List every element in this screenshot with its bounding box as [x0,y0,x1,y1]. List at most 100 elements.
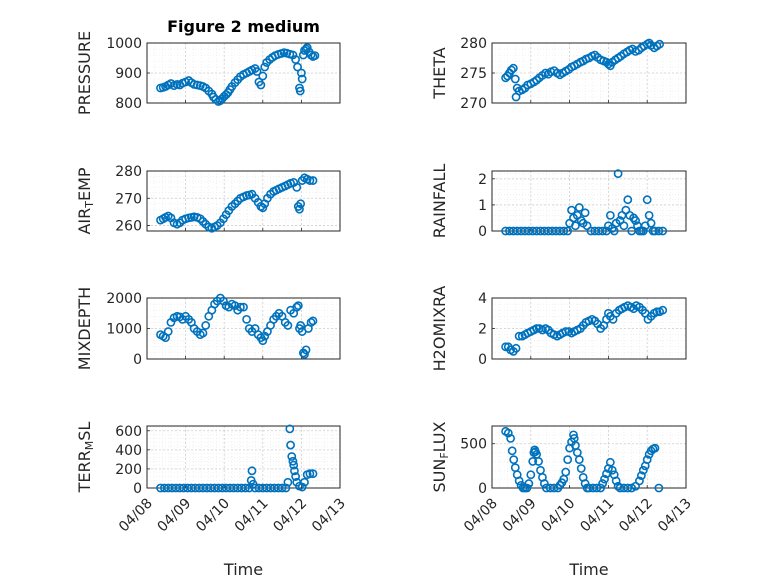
y-axis-label-part: SL [75,422,94,441]
data-point [644,38,654,48]
data-point [236,302,245,312]
data-point [297,482,307,492]
data-point [571,221,580,231]
axes-border [146,170,341,232]
data-point [605,210,615,220]
y-axis-label-part: TERR [75,450,94,493]
y-tick-label: 0 [478,352,487,368]
subplot-4: 0 1 2 RAINFALL [430,164,687,240]
y-tick-label: 2000 [106,291,142,307]
data-point [258,71,268,81]
data-point [642,195,652,205]
subplot-5: 0 1000 2000 MIXDEPTH [75,287,341,370]
x-tick-label: 04/10 [539,496,579,536]
data-point [652,307,662,317]
y-tick-label: 1 [478,198,487,214]
data-point [574,203,584,212]
data-point [510,74,520,84]
data-point [208,92,218,102]
y-tick-label: 270 [115,191,142,207]
data-point [242,314,251,324]
data-point [506,65,516,75]
y-axis-label-part: MIXDEPTH [75,287,94,370]
x-tick-label: 04/08 [461,496,501,536]
data-point [580,208,590,218]
data-point [290,466,299,476]
y-tick-label: 0 [478,481,487,497]
y-axis-label: PRESSURE [75,31,94,115]
data-point [289,460,299,470]
data-point [605,457,615,467]
y-axis-label: RAINFALL [430,164,449,239]
x-tick-label: 04/09 [155,496,195,536]
data-point [241,483,250,493]
y-tick-label: 2 [478,172,487,188]
y-tick-label: 800 [115,96,142,112]
x-axis-label: Time [568,560,608,579]
data-point [658,305,668,315]
data-point [511,343,521,353]
subplot-7: 0200400600TERRMSL04/0804/0904/1004/1104/… [75,422,349,579]
axes-frame [491,425,687,489]
y-axis-label-subscript: T [83,201,96,209]
y-tick-label: 600 [115,424,142,440]
data-point [292,182,302,192]
x-tick-label: 04/08 [116,496,156,536]
x-tick-label: 04/09 [500,496,540,536]
y-tick-label: 900 [115,66,142,82]
data-point [598,226,607,236]
data-point [283,477,293,487]
data-point [258,336,268,346]
data-point [613,481,623,491]
data-point [287,452,297,461]
data-point [514,476,524,486]
data-point [561,467,571,477]
data-point [252,67,262,76]
data-point [539,479,549,488]
data-point [281,483,291,493]
y-axis-label-subscript: F [438,452,451,458]
data-point [561,327,571,336]
data-point [306,317,316,327]
data-point [567,205,576,215]
data-point [569,430,578,440]
data-point [623,195,633,205]
y-axis-label-part: THETA [430,47,449,99]
y-tick-label: 1000 [106,36,142,52]
subplot-2: 270 275 280 THETA [430,36,687,112]
data-point [507,446,517,456]
y-axis-label-part: PRESSURE [75,31,94,115]
data-point [256,80,266,90]
y-tick-label: 500 [460,437,487,453]
x-tick-label: 04/11 [577,496,617,536]
data-point [247,466,257,476]
data-point [198,328,208,338]
data-point [260,62,270,72]
y-tick-label: 400 [115,443,142,459]
data-point [292,302,302,312]
data-point [522,483,532,493]
y-axis-label-part: LUX [430,421,449,452]
axes-border [146,425,341,489]
data-point [642,455,652,465]
data-point [308,176,318,185]
data-point [528,457,538,466]
data-point [514,331,524,341]
data-point [559,226,569,236]
y-tick-label: 275 [460,66,487,82]
subplot-3: 260 270 280 AIRTEMP [75,164,341,235]
data-point [310,51,320,60]
data-point [297,74,307,84]
y-tick-label: 0 [478,224,487,240]
axes-frame [146,425,341,489]
data-point [636,471,646,480]
data-point [277,483,287,493]
y-axis-label-part: SUN [430,459,449,493]
x-tick-label: 04/11 [232,496,272,536]
data-point [305,176,315,185]
data-point [534,457,543,466]
subplot-1: 800 900 1000 PRESSURE Figure 2 medium [75,17,341,115]
data-point [508,63,518,73]
data-point [655,39,665,49]
